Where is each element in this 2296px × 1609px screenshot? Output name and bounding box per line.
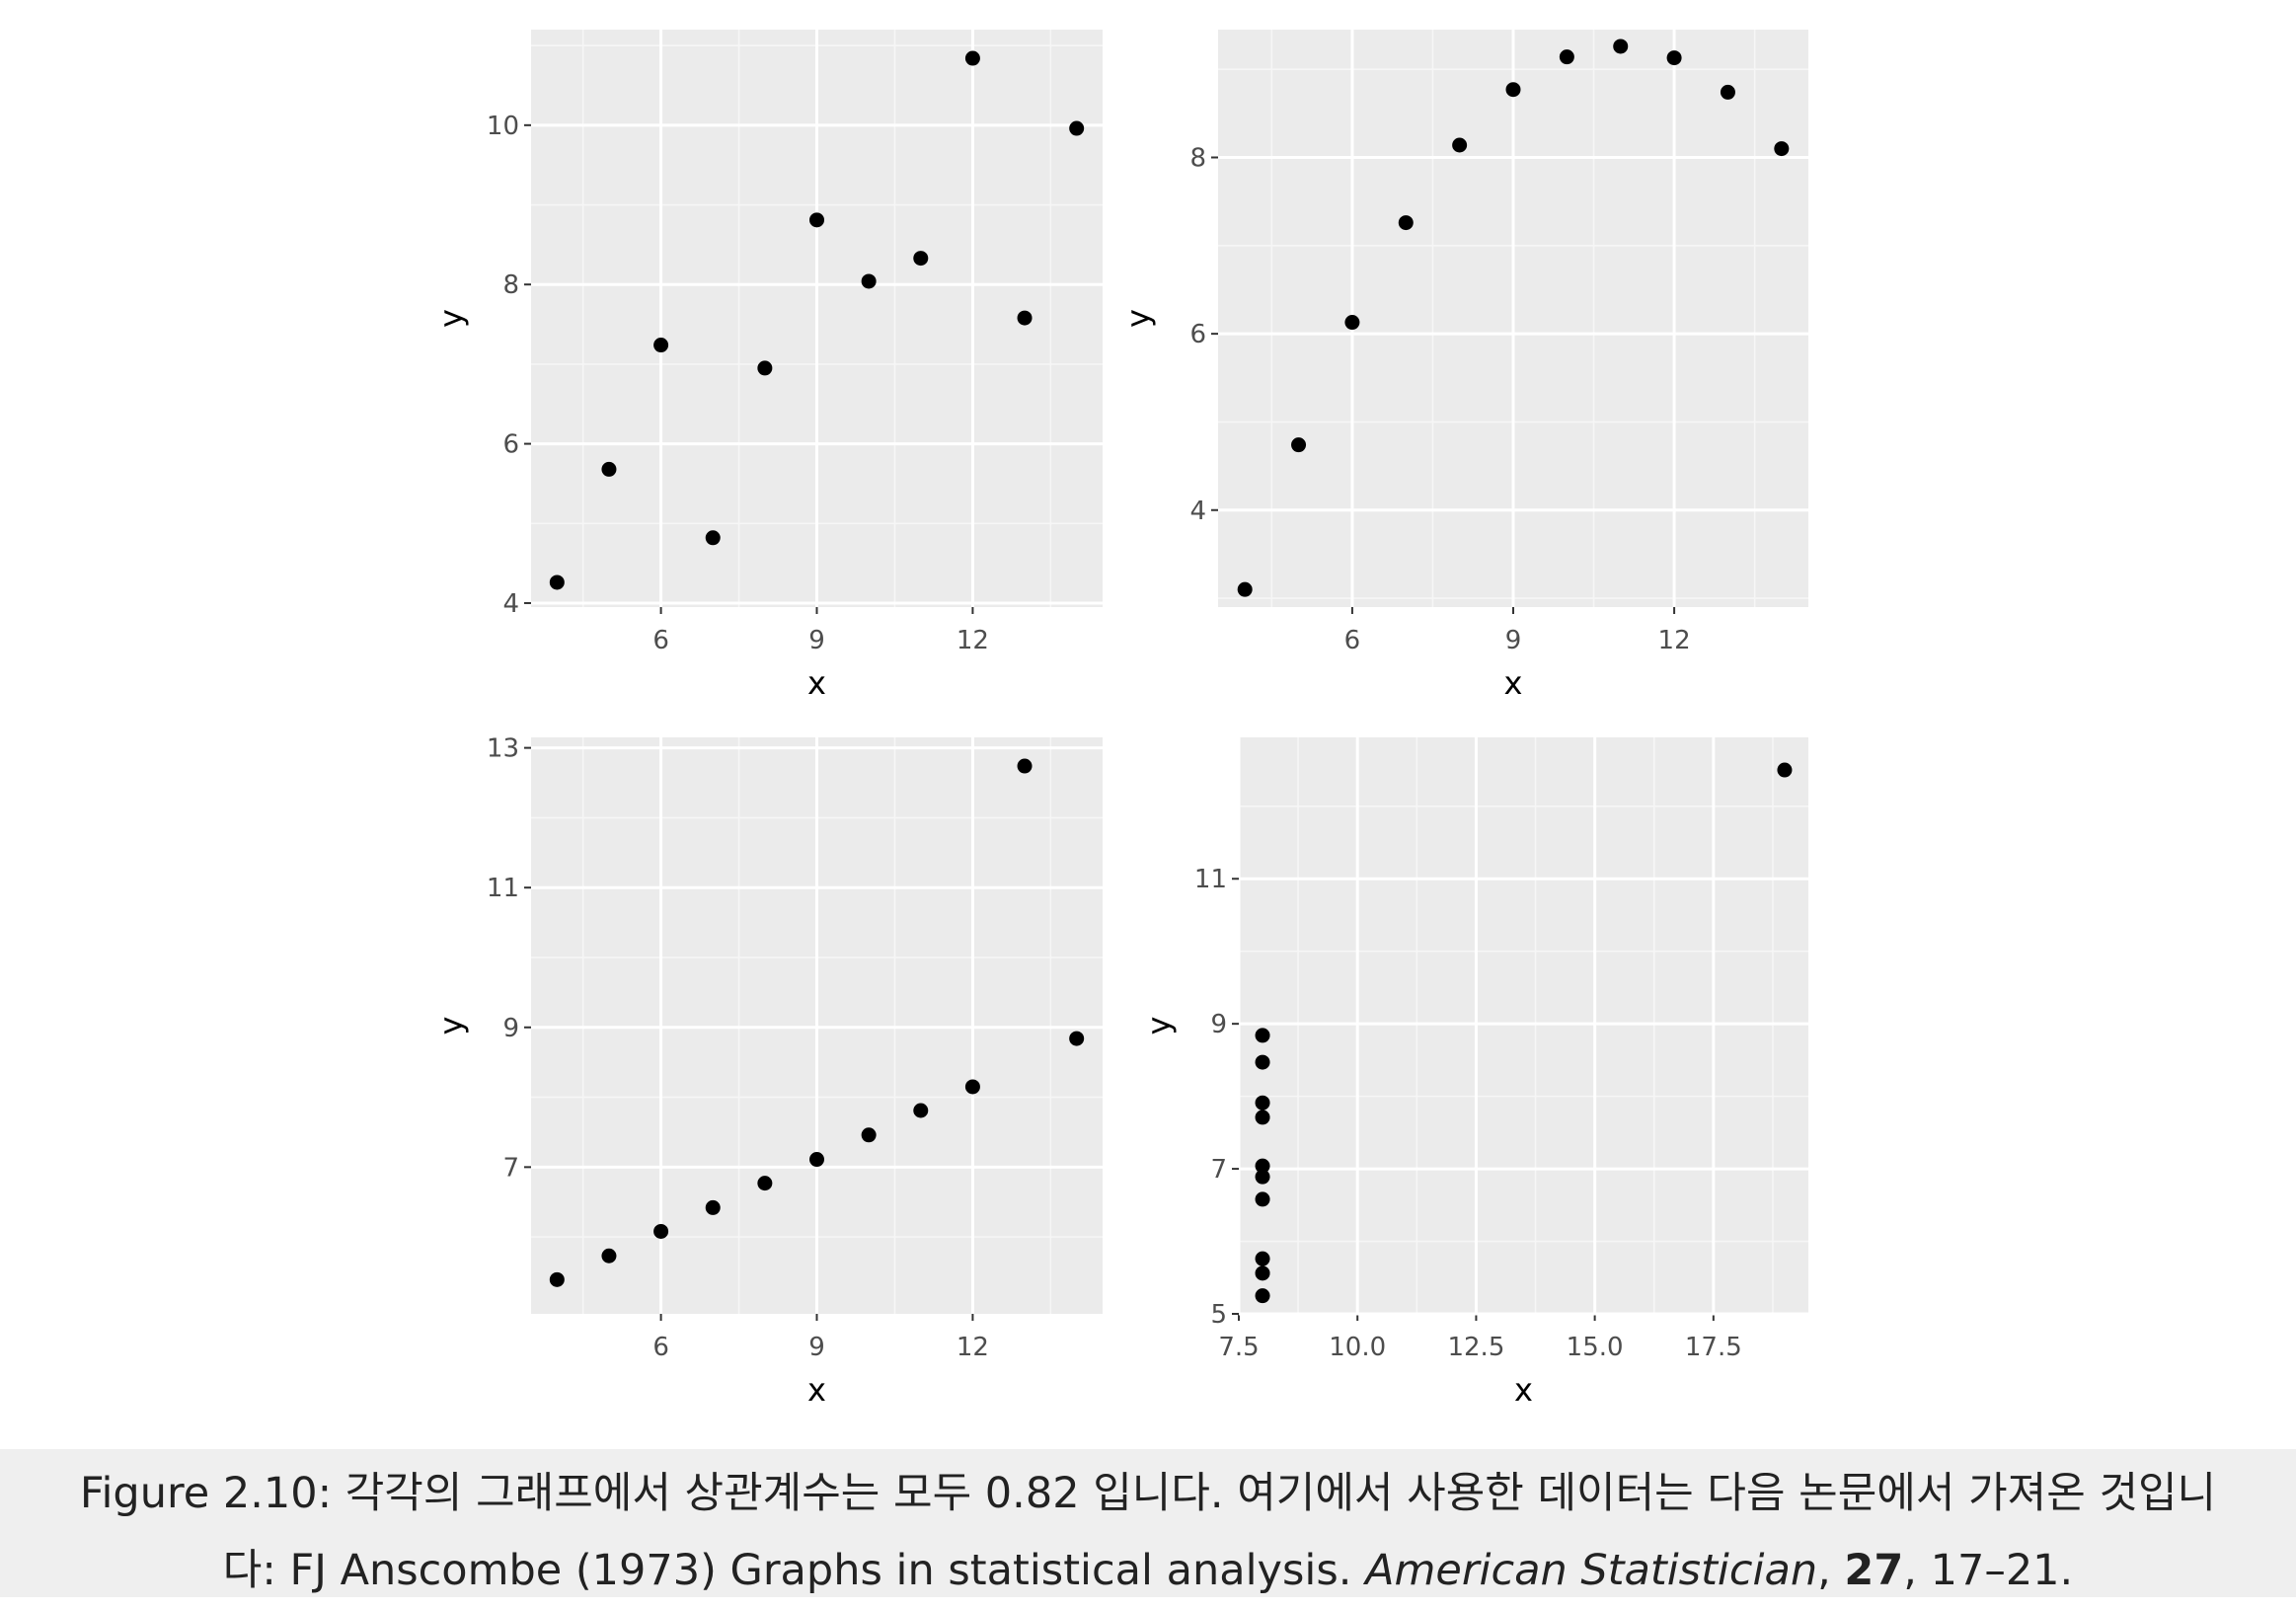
x-tick-label: 6	[652, 626, 669, 655]
y-tick-label: 6	[502, 430, 519, 460]
caption-volume: 27	[1844, 1546, 1904, 1595]
y-tick-label: 4	[1189, 497, 1206, 526]
data-point	[705, 530, 721, 546]
plot-background	[1239, 737, 1808, 1314]
data-point	[1255, 1110, 1270, 1125]
data-point	[1237, 581, 1253, 597]
data-point	[1255, 1265, 1270, 1281]
data-point	[964, 50, 980, 66]
data-point	[1452, 137, 1468, 153]
data-point	[1255, 1028, 1270, 1043]
data-point	[601, 461, 617, 477]
x-axis-title: x	[807, 1371, 826, 1409]
data-point	[1613, 38, 1629, 54]
caption-line-2-text: 다: FJ Anscombe (1973) Graphs in statisti…	[222, 1546, 1366, 1595]
caption-pages: 17–21.	[1930, 1546, 2074, 1595]
data-point	[1255, 1095, 1270, 1111]
y-tick-label: 4	[502, 589, 519, 619]
y-tick-label: 9	[502, 1014, 519, 1043]
y-axis-title: y	[432, 1017, 470, 1035]
x-tick-label: 9	[1505, 626, 1522, 655]
caption-journal: American Statistician	[1365, 1546, 1818, 1595]
panel-2: 6 9 12 4 6 8 x y	[1119, 30, 1808, 702]
data-point	[757, 1176, 773, 1191]
y-axis-title: y	[1119, 309, 1157, 328]
data-point	[1291, 437, 1307, 453]
x-tick-label: 6	[1344, 626, 1361, 655]
data-point	[1344, 315, 1360, 331]
x-tick-label: 12.5	[1447, 1333, 1504, 1362]
y-tick-label: 8	[502, 270, 519, 300]
panel-1: 6 9 12 4 6 8 10 x y	[432, 30, 1103, 702]
y-tick-label: 5	[1210, 1300, 1227, 1330]
caption-line-1: Figure 2.10: 각각의 그래프에서 상관계수는 모두 0.82 입니다…	[79, 1469, 2217, 1518]
x-tick-label: 9	[808, 1333, 825, 1362]
panel-3: 6 9 12 7 9 11 13 x y	[432, 734, 1103, 1409]
x-tick-label: 12	[1658, 626, 1691, 655]
data-point	[1255, 1158, 1270, 1174]
x-axis-title: x	[807, 664, 826, 702]
data-point	[1398, 215, 1414, 231]
data-point	[964, 1079, 980, 1095]
data-point	[1069, 1031, 1085, 1046]
y-tick-label: 10	[487, 112, 519, 141]
data-point	[913, 1103, 929, 1118]
y-tick-label: 7	[1210, 1155, 1227, 1185]
data-point	[1017, 758, 1033, 774]
data-point	[861, 273, 877, 289]
x-tick-label: 10.0	[1329, 1333, 1386, 1362]
panel-4: 7.5 10.0 12.5 15.0 17.5 5 7 9 11 x y	[1140, 737, 1808, 1409]
data-point	[601, 1248, 617, 1264]
x-tick-label: 12	[957, 626, 989, 655]
data-point	[1255, 1191, 1270, 1207]
data-point	[757, 360, 773, 376]
anscombe-figure: 6 9 12 4 6 8 10 x y 6 9 12 4 6 8 x y 6 9 12 7 9 11 13 x y 7.5 10.0 1…	[432, 30, 1808, 1409]
data-point	[1255, 1169, 1270, 1185]
caption-sep-1: ,	[1817, 1546, 1845, 1595]
data-point	[861, 1127, 877, 1143]
data-point	[1720, 84, 1735, 100]
data-point	[1255, 1251, 1270, 1266]
data-point	[1505, 82, 1521, 98]
data-point	[809, 212, 824, 228]
y-tick-label: 9	[1210, 1010, 1227, 1039]
data-point	[1666, 50, 1682, 66]
x-tick-label: 9	[808, 626, 825, 655]
data-point	[1774, 141, 1790, 157]
figure-svg: 6 9 12 4 6 8 10 x y 6 9 12 4 6 8 x y 6 9 12 7 9 11 13 x y 7.5 10.0 1…	[432, 30, 1808, 1409]
data-point	[1559, 49, 1574, 65]
caption-sep-2: ,	[1903, 1546, 1931, 1595]
x-tick-label: 6	[652, 1333, 669, 1362]
data-point	[913, 251, 929, 267]
data-point	[1255, 1288, 1270, 1304]
y-axis-title: y	[432, 309, 470, 328]
x-axis-title: x	[1514, 1371, 1533, 1409]
data-point	[549, 1271, 565, 1287]
y-axis-title: y	[1140, 1017, 1178, 1035]
data-point	[1255, 1054, 1270, 1070]
data-point	[1777, 762, 1793, 778]
data-point	[1017, 310, 1033, 326]
data-point	[705, 1199, 721, 1215]
data-point	[653, 1223, 669, 1239]
caption-line-2: 다: FJ Anscombe (1973) Graphs in statisti…	[8, 1532, 2288, 1609]
x-tick-label: 7.5	[1218, 1333, 1259, 1362]
y-tick-label: 11	[487, 874, 519, 903]
data-point	[653, 338, 669, 353]
x-tick-label: 15.0	[1567, 1333, 1624, 1362]
x-tick-label: 12	[957, 1333, 989, 1362]
figure-caption: Figure 2.10: 각각의 그래프에서 상관계수는 모두 0.82 입니다…	[0, 1449, 2296, 1597]
x-tick-label: 17.5	[1685, 1333, 1742, 1362]
data-point	[809, 1152, 824, 1168]
data-point	[549, 575, 565, 590]
y-tick-label: 13	[487, 734, 519, 764]
data-point	[1069, 120, 1085, 136]
x-axis-title: x	[1504, 664, 1523, 702]
y-tick-label: 7	[502, 1153, 519, 1183]
y-tick-label: 6	[1189, 320, 1206, 349]
y-tick-label: 8	[1189, 144, 1206, 174]
y-tick-label: 11	[1194, 865, 1227, 894]
